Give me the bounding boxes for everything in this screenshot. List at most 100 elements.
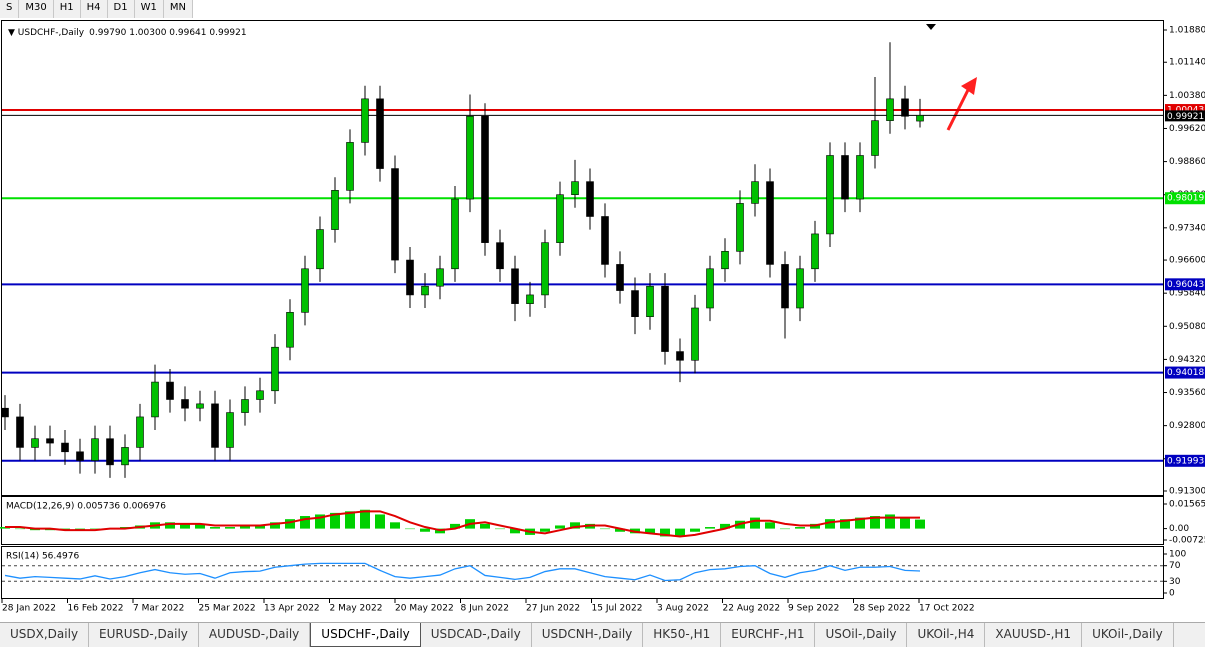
candle-body — [436, 268, 444, 287]
chart-tab[interactable]: USDCHF-,Daily — [310, 623, 421, 647]
chart-tab[interactable]: UKOil-,Daily — [1082, 623, 1174, 647]
chart-tab[interactable]: EURCHF-,H1 — [721, 623, 816, 647]
chart-tab[interactable]: XAUUSD-,H1 — [985, 623, 1083, 647]
candle-body — [196, 403, 204, 409]
macd-bar — [345, 511, 355, 529]
macd-bar — [750, 517, 760, 529]
macd-bar — [450, 523, 460, 529]
candle-body — [406, 259, 414, 296]
x-tick-label: 28 Jan 2022 — [2, 604, 56, 614]
macd-bar — [765, 522, 775, 529]
chart-tab[interactable]: USDX,Daily — [0, 623, 90, 647]
symbol: USDCHF-,Daily — [18, 28, 85, 38]
candle-body — [316, 229, 324, 270]
macd-bar — [660, 528, 670, 537]
candle-body — [706, 268, 714, 309]
candle-body — [511, 268, 519, 304]
macd-bar — [330, 512, 340, 529]
y-tick-label: -0.00725 — [1169, 536, 1205, 546]
chart-tab[interactable]: HK50-,H1 — [643, 623, 722, 647]
chart-tab[interactable]: EURUSD-,Daily — [89, 623, 199, 647]
chart-tab[interactable]: AUDUSD-,Daily — [199, 623, 311, 647]
macd-bar — [480, 523, 490, 529]
y-tick-label: 0.92800 — [1169, 421, 1205, 431]
macd-bar — [825, 519, 835, 529]
macd-bar — [690, 528, 700, 532]
x-tick-label: 7 Mar 2022 — [133, 604, 184, 614]
macd-bar — [405, 528, 415, 530]
timeframe-button[interactable]: H4 — [81, 0, 108, 18]
x-tick-label: 17 Oct 2022 — [919, 604, 975, 614]
candle-body — [241, 399, 249, 413]
macd-bar — [615, 528, 625, 532]
rsi-panel — [1, 546, 1164, 599]
candle-body — [796, 268, 804, 309]
candle-body — [376, 98, 384, 169]
timeframe-button[interactable]: MN — [164, 0, 193, 18]
level-label: 0.94018 — [1167, 368, 1204, 378]
candle-body — [751, 181, 759, 204]
candle-body — [331, 190, 339, 230]
candle-body — [16, 416, 24, 448]
candle-body — [391, 168, 399, 261]
macd-bar — [675, 528, 685, 537]
timeframe-button[interactable]: H1 — [54, 0, 81, 18]
x-tick-label: 27 Jun 2022 — [526, 604, 580, 614]
macd-bar — [915, 519, 925, 529]
chart-tab[interactable]: USOil-,Daily — [815, 623, 908, 647]
chart-tab[interactable]: USDCNH-,Daily — [532, 623, 644, 647]
candle-body — [256, 390, 264, 400]
timeframe-button[interactable]: W1 — [135, 0, 164, 18]
timeframe-toolbar: S M30 H1 H4 D1 W1 MN — [0, 0, 193, 18]
y-tick-label: 0.00 — [1169, 524, 1189, 534]
rsi-line — [4, 562, 921, 582]
level-label-bg — [1165, 192, 1205, 205]
signal-line — [5, 510, 921, 538]
y-tick-label: 0.98860 — [1169, 157, 1205, 167]
candle-body — [286, 312, 294, 348]
candle-body — [721, 251, 729, 270]
candle-body — [106, 438, 114, 466]
macd-bar — [840, 519, 850, 529]
main-panel — [1, 20, 1164, 496]
macd-bar — [180, 523, 190, 529]
y-tick-label: 0.015654 — [1169, 500, 1205, 510]
macd-title: MACD(12,26,9) 0.005736 0.006976 — [6, 502, 166, 512]
macd-bar — [300, 516, 310, 529]
y-tick-label: 0.95080 — [1169, 322, 1205, 332]
macd-bar — [195, 523, 205, 529]
timeframe-button[interactable]: D1 — [108, 0, 135, 18]
timeframe-button[interactable]: S — [0, 0, 20, 18]
background — [0, 20, 1205, 602]
candle-body — [556, 194, 564, 243]
candle-body — [151, 381, 159, 418]
x-tick-label: 13 Apr 2022 — [264, 604, 320, 614]
level-label: 0.98019 — [1167, 194, 1204, 204]
macd-bar — [510, 528, 520, 534]
macd-panel — [1, 496, 1164, 545]
y-tick-label: 0 — [1169, 589, 1175, 599]
candle-body — [586, 181, 594, 217]
macd-bar — [210, 527, 220, 529]
macd-bar — [165, 522, 175, 529]
chart-tab[interactable]: USDCAD-,Daily — [421, 623, 532, 647]
candle-body — [601, 216, 609, 265]
macd-bar — [870, 516, 880, 529]
candle-body — [631, 290, 639, 318]
timeframe-button[interactable]: M30 — [19, 0, 54, 18]
candle-body — [886, 98, 894, 121]
annotation-arrowhead — [961, 77, 977, 95]
chart-tab[interactable]: UKOil-,H4 — [907, 623, 986, 647]
x-tick-label: 2 May 2022 — [330, 604, 383, 614]
chart-header: ▼ USDCHF-,Daily 0.99790 1.00300 0.99641 0… — [8, 28, 247, 38]
candle-body — [271, 346, 279, 392]
candle-body — [211, 403, 219, 448]
candle-body — [571, 181, 579, 196]
chart: ▼ USDCHF-,Daily 0.99790 1.00300 0.99641 0… — [0, 20, 1205, 614]
macd-bar — [390, 522, 400, 529]
macd-bar — [855, 517, 865, 529]
macd-bar — [600, 528, 610, 530]
candle-body — [496, 242, 504, 270]
macd-bar — [645, 528, 655, 534]
macd-bar — [900, 517, 910, 529]
